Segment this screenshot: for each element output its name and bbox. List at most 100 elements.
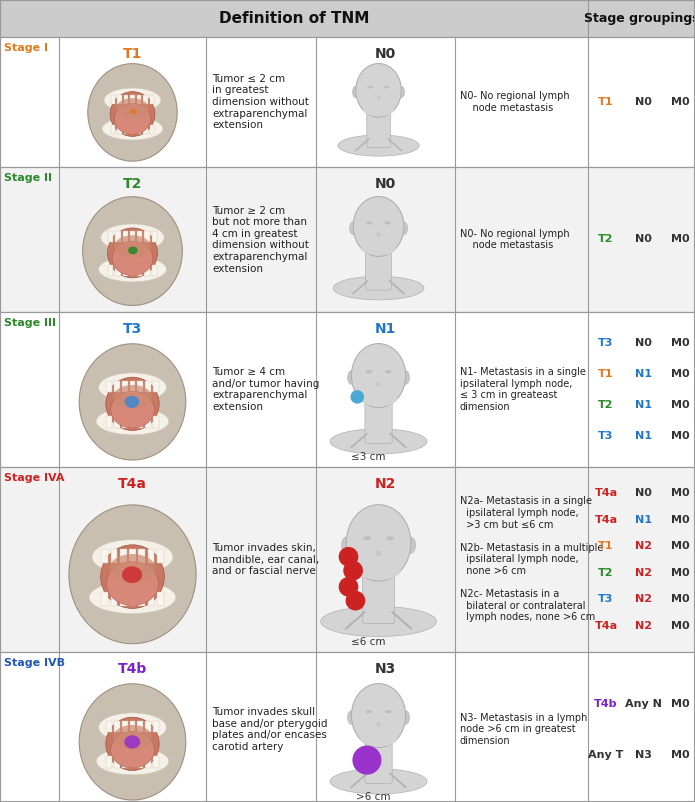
Bar: [114, 416, 120, 428]
Text: >6 cm: >6 cm: [357, 792, 391, 802]
Ellipse shape: [112, 241, 153, 276]
Bar: [122, 231, 128, 242]
Text: Stage II: Stage II: [4, 173, 52, 183]
Ellipse shape: [83, 196, 182, 306]
Bar: [117, 124, 122, 135]
Text: N1: N1: [635, 369, 651, 379]
Ellipse shape: [348, 371, 355, 384]
Text: T1: T1: [123, 47, 142, 61]
Ellipse shape: [376, 233, 381, 237]
Bar: [149, 95, 154, 104]
Bar: [129, 756, 136, 768]
Bar: [122, 720, 128, 732]
Bar: [122, 265, 128, 276]
Bar: [122, 756, 128, 768]
Text: Tumor invades skin,
mandible, ear canal,
and or fascial nerve: Tumor invades skin, mandible, ear canal,…: [212, 543, 319, 576]
Bar: [138, 549, 145, 563]
Text: M0: M0: [671, 515, 689, 525]
Circle shape: [350, 390, 364, 403]
Ellipse shape: [402, 371, 409, 384]
Bar: [157, 592, 164, 606]
Text: ≤3 cm: ≤3 cm: [351, 452, 386, 462]
Bar: [152, 231, 157, 242]
Circle shape: [352, 746, 382, 775]
Ellipse shape: [341, 537, 351, 553]
Bar: [143, 95, 148, 104]
Ellipse shape: [89, 581, 176, 614]
FancyBboxPatch shape: [365, 743, 392, 784]
Text: N2a- Metastasis in a single
  ipsilateral lymph node,
  >3 cm but ≤6 cm

N2b- Me: N2a- Metastasis in a single ipsilateral …: [460, 496, 603, 622]
Text: M0: M0: [671, 234, 689, 245]
Ellipse shape: [101, 224, 164, 251]
Bar: [153, 381, 158, 392]
Ellipse shape: [361, 241, 395, 256]
Text: N1: N1: [635, 431, 651, 441]
Bar: [120, 592, 126, 606]
Bar: [145, 416, 151, 428]
Text: Definition of TNM: Definition of TNM: [219, 11, 369, 26]
Bar: [129, 416, 136, 428]
Text: N2: N2: [635, 621, 651, 630]
Text: T3: T3: [598, 338, 614, 348]
Bar: [114, 720, 120, 732]
Bar: [588, 0, 695, 37]
Ellipse shape: [113, 385, 152, 409]
Ellipse shape: [386, 537, 394, 541]
Bar: [138, 381, 143, 392]
Bar: [108, 265, 113, 276]
Ellipse shape: [122, 566, 142, 583]
Text: Tumor ≤ 2 cm
in greatest
dimension without
extraparenchymal
extension: Tumor ≤ 2 cm in greatest dimension witho…: [212, 74, 309, 130]
Bar: [130, 124, 135, 135]
Text: M0: M0: [671, 400, 689, 410]
Ellipse shape: [104, 88, 161, 112]
Bar: [138, 720, 143, 732]
Text: N1: N1: [375, 322, 396, 336]
Text: M0: M0: [671, 751, 689, 760]
Circle shape: [338, 547, 359, 566]
Bar: [114, 381, 120, 392]
Text: N1: N1: [635, 515, 651, 525]
Ellipse shape: [352, 343, 406, 407]
Ellipse shape: [346, 504, 411, 581]
Text: T3: T3: [598, 594, 614, 604]
Ellipse shape: [88, 63, 177, 161]
Bar: [138, 416, 143, 428]
Ellipse shape: [402, 711, 409, 724]
Ellipse shape: [69, 505, 196, 644]
Bar: [153, 416, 158, 428]
Text: T3: T3: [598, 431, 614, 441]
Bar: [111, 124, 115, 135]
Text: N2: N2: [635, 541, 651, 551]
Ellipse shape: [111, 391, 154, 428]
Ellipse shape: [96, 407, 169, 435]
Bar: [111, 592, 117, 606]
Bar: [145, 231, 149, 242]
Bar: [138, 756, 143, 768]
Bar: [145, 756, 151, 768]
Bar: [111, 95, 115, 104]
Bar: [147, 592, 154, 606]
Bar: [108, 231, 113, 242]
Ellipse shape: [110, 91, 155, 136]
Text: N0- No regional lymph
    node metastasis: N0- No regional lymph node metastasis: [460, 229, 570, 250]
Text: T1: T1: [598, 369, 614, 379]
Ellipse shape: [128, 246, 138, 254]
Ellipse shape: [357, 561, 400, 580]
Text: N0: N0: [375, 177, 396, 191]
Text: ≤6 cm: ≤6 cm: [351, 637, 386, 647]
Text: M0: M0: [671, 541, 689, 551]
Ellipse shape: [348, 711, 355, 724]
Text: T2: T2: [598, 400, 614, 410]
Bar: [152, 265, 157, 276]
Bar: [145, 265, 149, 276]
Ellipse shape: [352, 87, 359, 98]
Ellipse shape: [407, 537, 416, 553]
Circle shape: [345, 591, 366, 610]
Bar: [106, 720, 112, 732]
Bar: [153, 756, 158, 768]
Bar: [129, 592, 136, 606]
Ellipse shape: [79, 684, 186, 800]
Bar: [114, 756, 120, 768]
Text: N1- Metastasis in a single
ipsilateral lymph node,
≤ 3 cm in greateast
dimension: N1- Metastasis in a single ipsilateral l…: [460, 367, 586, 412]
Bar: [153, 720, 158, 732]
